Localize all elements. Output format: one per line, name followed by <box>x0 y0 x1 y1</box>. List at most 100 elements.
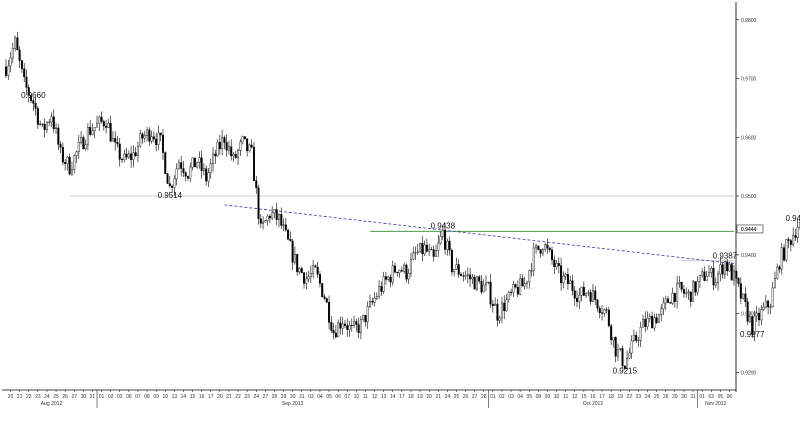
candle-body <box>789 240 792 245</box>
candle-body <box>161 134 164 153</box>
candle-body <box>553 259 556 267</box>
candle <box>701 268 704 278</box>
candle <box>182 160 185 177</box>
candle <box>616 343 619 361</box>
candle-body <box>571 280 574 291</box>
candle-body <box>500 302 503 319</box>
candle-body <box>425 244 428 252</box>
candle-body <box>603 309 606 314</box>
y-axis: 0.9800 0.9700 0.9600 0.9500 0.9400 0.9300 0.92… <box>735 2 764 392</box>
candle-body <box>334 332 337 338</box>
candle <box>59 141 62 154</box>
candle-body <box>57 127 60 145</box>
candle <box>155 132 158 152</box>
candle <box>455 257 458 270</box>
candle-body <box>205 168 208 182</box>
x-tick-label: 16 <box>199 394 205 400</box>
candle <box>48 119 51 126</box>
candle-body <box>50 116 53 123</box>
candle <box>5 59 7 78</box>
candle-body <box>403 264 406 272</box>
price-annotation: 0.9438 <box>431 221 456 230</box>
candle-body <box>246 138 249 152</box>
candle-body <box>248 144 251 152</box>
candle <box>287 228 290 241</box>
x-tick-label: 24 <box>253 394 259 400</box>
candle <box>300 266 303 274</box>
candle-body <box>225 142 228 151</box>
candle <box>14 35 17 52</box>
candle-body <box>159 132 162 136</box>
candle-body <box>630 340 633 354</box>
candle <box>682 285 685 298</box>
candle <box>255 175 258 194</box>
candle <box>580 286 583 302</box>
candle-body <box>325 298 328 303</box>
candle-body <box>70 169 73 175</box>
x-tick-label: 21 <box>226 394 232 400</box>
candle <box>157 125 160 151</box>
candle-body <box>346 325 349 330</box>
candle-body <box>323 296 326 299</box>
candle-body <box>289 239 292 242</box>
candle <box>161 129 164 160</box>
candle-body <box>678 282 681 284</box>
candle <box>116 135 119 148</box>
candle <box>612 337 615 348</box>
candle-body <box>582 286 585 296</box>
candle-body <box>628 352 631 359</box>
candle-body <box>705 275 708 281</box>
candle <box>705 270 708 282</box>
candle <box>637 337 640 348</box>
candle-body <box>262 221 265 224</box>
candle-body <box>36 108 39 125</box>
candle-body <box>223 137 226 143</box>
candle-body <box>682 289 685 294</box>
x-tick-label: 05 <box>526 394 532 400</box>
candle-body <box>416 251 419 253</box>
candle-body <box>428 249 431 252</box>
candle-body <box>80 137 83 143</box>
candle-body <box>221 137 224 150</box>
candle <box>564 272 567 281</box>
candle <box>341 316 344 335</box>
candle-body <box>118 143 121 160</box>
candle-body <box>557 263 560 266</box>
candle <box>39 120 42 127</box>
candle <box>551 246 553 265</box>
candle-body <box>241 136 244 143</box>
candle <box>630 335 633 359</box>
x-tick-label: 27 <box>263 394 269 400</box>
candle-body <box>89 126 92 135</box>
candle <box>307 270 310 283</box>
x-tick-label: 15 <box>190 394 196 400</box>
candle-body <box>34 103 37 109</box>
candle-body <box>450 250 453 273</box>
candle-body <box>43 124 46 130</box>
candle-body <box>510 291 513 293</box>
candle-body <box>121 159 124 161</box>
x-tick-label: 05 <box>718 394 724 400</box>
candle-body <box>369 301 371 307</box>
candle-body <box>525 281 528 284</box>
candle-body <box>284 224 287 231</box>
candle-body <box>339 322 342 329</box>
candle-body <box>330 322 333 331</box>
candle-body <box>448 240 451 251</box>
candle <box>758 307 761 327</box>
candle <box>753 310 756 342</box>
candle-body <box>227 146 230 151</box>
candle-body <box>733 270 735 281</box>
candle-body <box>109 123 112 142</box>
candle <box>737 277 740 288</box>
y-tick-label: 0.9500 <box>741 194 757 200</box>
candle <box>371 297 374 306</box>
candle-body <box>746 301 749 322</box>
x-tick-label: 04 <box>517 394 523 400</box>
candle-body <box>485 282 488 286</box>
x-tick-label: 07 <box>135 394 141 400</box>
candle-body <box>626 358 629 370</box>
candle-body <box>255 180 258 188</box>
candle <box>212 147 215 172</box>
candle <box>792 227 795 247</box>
